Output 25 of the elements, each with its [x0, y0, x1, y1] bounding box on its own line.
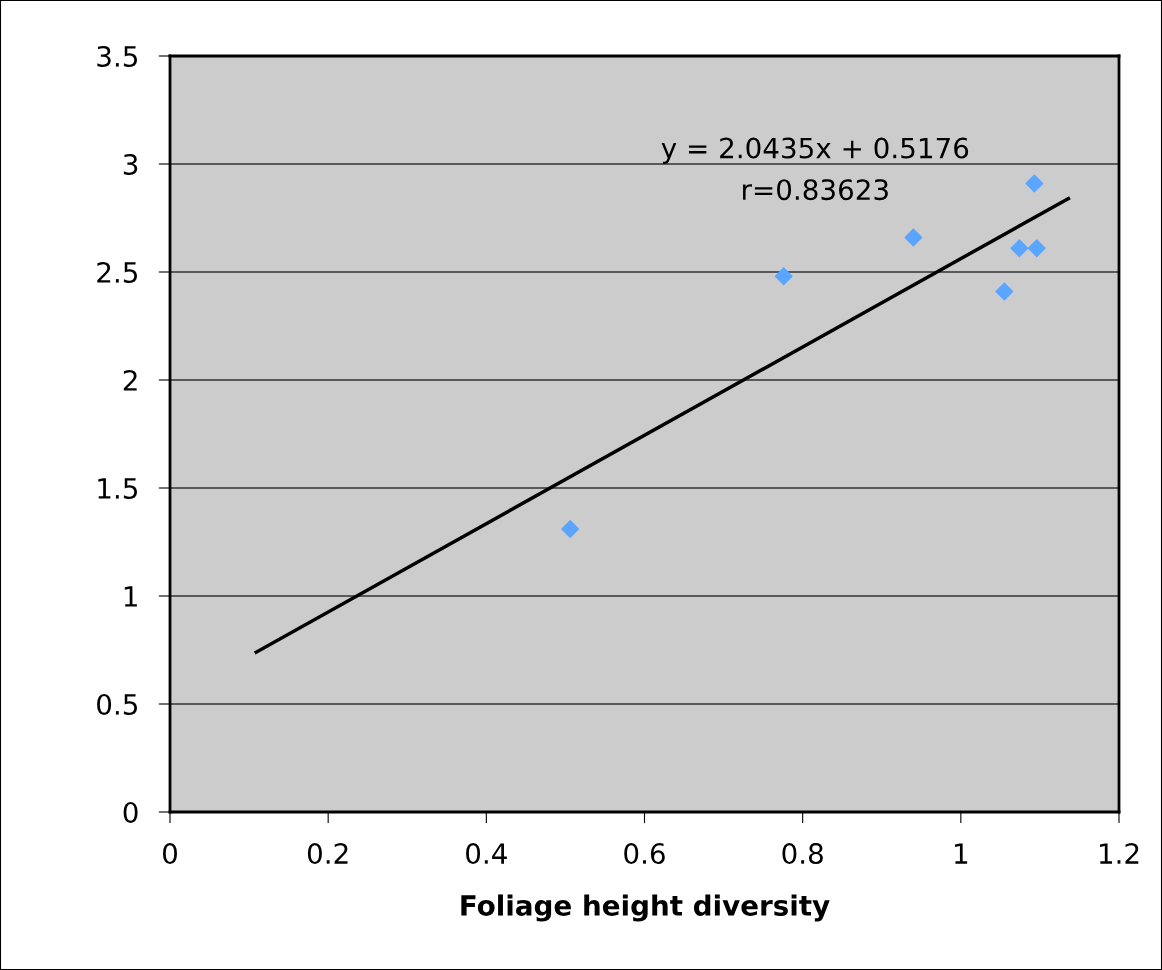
point: [774, 267, 793, 286]
y-tick-label: 0.5: [97, 693, 138, 715]
x-tick-label: 0.4: [466, 843, 507, 865]
x-axis-title: Foliage height diversity: [461, 894, 830, 922]
x-tick-label: 1: [955, 843, 968, 864]
x-tick-label: 0.2: [307, 843, 348, 865]
x-tick-label: 0.6: [624, 843, 665, 865]
point: [1025, 174, 1044, 193]
point: [1027, 239, 1046, 258]
x-tick-label: 0: [162, 843, 177, 865]
y-tick-label: 3: [123, 153, 138, 175]
point: [904, 228, 923, 247]
x-tick-label: 1.2: [1099, 843, 1139, 864]
point: [1010, 239, 1029, 258]
point: [995, 282, 1014, 301]
x-tick-label: 0.8: [782, 843, 823, 865]
annotation: y = 2.0435x + 0.5176: [661, 137, 969, 164]
y-tick-label: 2.5: [97, 261, 138, 283]
y-tick-label: 1.5: [98, 478, 138, 499]
y-tick-label: 0: [123, 801, 138, 823]
y-tick-label: 2: [123, 369, 137, 391]
point: [561, 520, 580, 538]
annotation: r=0.83623: [743, 179, 888, 201]
y-tick-label: 3.5: [97, 45, 138, 67]
y-tick-label: 1: [124, 586, 137, 607]
